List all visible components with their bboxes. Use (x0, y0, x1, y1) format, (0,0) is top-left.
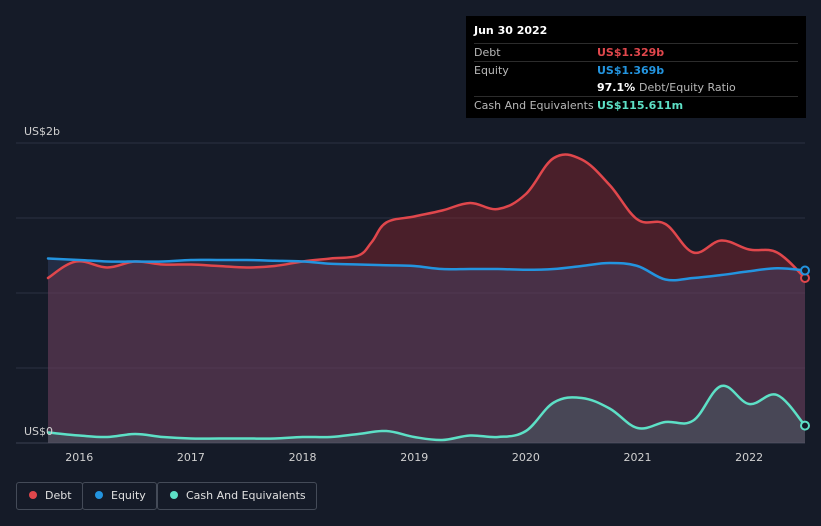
tooltip-cash-label: Cash And Equivalents (474, 99, 594, 112)
tooltip-ratio-value: 97.1% Debt/Equity Ratio (597, 79, 736, 96)
ratio-suffix: Debt/Equity Ratio (639, 81, 736, 94)
tooltip-row-cash: Cash And Equivalents US$115.611m (474, 96, 798, 114)
x-tick-label: 2016 (65, 451, 93, 464)
line-equity (46, 257, 807, 282)
line-debt (46, 153, 807, 280)
area-cash (48, 385, 805, 443)
tooltip-equity-value: US$1.369b (597, 64, 665, 77)
end-marker-cash (800, 420, 810, 431)
chart-areas (48, 154, 805, 443)
tooltip-row-debt: Debt US$1.329b (474, 43, 798, 61)
tooltip-debt-value: US$1.329b (597, 46, 665, 59)
y-axis-min-label: US$0 (24, 425, 54, 438)
area-debt (48, 154, 805, 443)
tooltip-row-equity: Equity US$1.369b (474, 61, 798, 79)
tooltip-cash-value: US$115.611m (597, 99, 684, 112)
chart-gridlines (16, 142, 805, 444)
tooltip-equity-label: Equity (474, 64, 509, 77)
legend-equity[interactable]: Equity (82, 482, 157, 510)
legend-cash-dot (170, 491, 178, 499)
legend-cash-label: Cash And Equivalents (186, 489, 306, 502)
legend-equity-label: Equity (111, 489, 146, 502)
end-markers (800, 265, 810, 431)
tooltip-date: Jun 30 2022 (474, 24, 548, 37)
x-tick-label: 2021 (624, 451, 652, 464)
end-marker-equity (800, 265, 810, 276)
tooltip-row-ratio: 97.1% Debt/Equity Ratio (474, 79, 798, 96)
x-tick-label: 2022 (735, 451, 763, 464)
chart-lines (46, 153, 807, 442)
tooltip-debt-label: Debt (474, 46, 501, 59)
x-tick-label: 2017 (177, 451, 205, 464)
x-tick-label: 2020 (512, 451, 540, 464)
y-axis-max-label: US$2b (24, 125, 61, 138)
legend-debt[interactable]: Debt (16, 482, 83, 510)
area-equity (48, 258, 805, 443)
ratio-percent: 97.1% (597, 81, 636, 94)
legend-debt-dot (29, 491, 37, 499)
x-axis-ticks: 2016 2017 2018 2019 2020 2021 2022 (65, 451, 763, 464)
x-tick-label: 2018 (289, 451, 317, 464)
legend-cash[interactable]: Cash And Equivalents (157, 482, 317, 510)
tooltip-panel: Jun 30 2022 Debt US$1.329b Equity US$1.3… (466, 16, 806, 118)
legend-debt-label: Debt (45, 489, 72, 502)
line-cash (46, 384, 807, 442)
legend-equity-dot (95, 491, 103, 499)
x-tick-label: 2019 (400, 451, 428, 464)
